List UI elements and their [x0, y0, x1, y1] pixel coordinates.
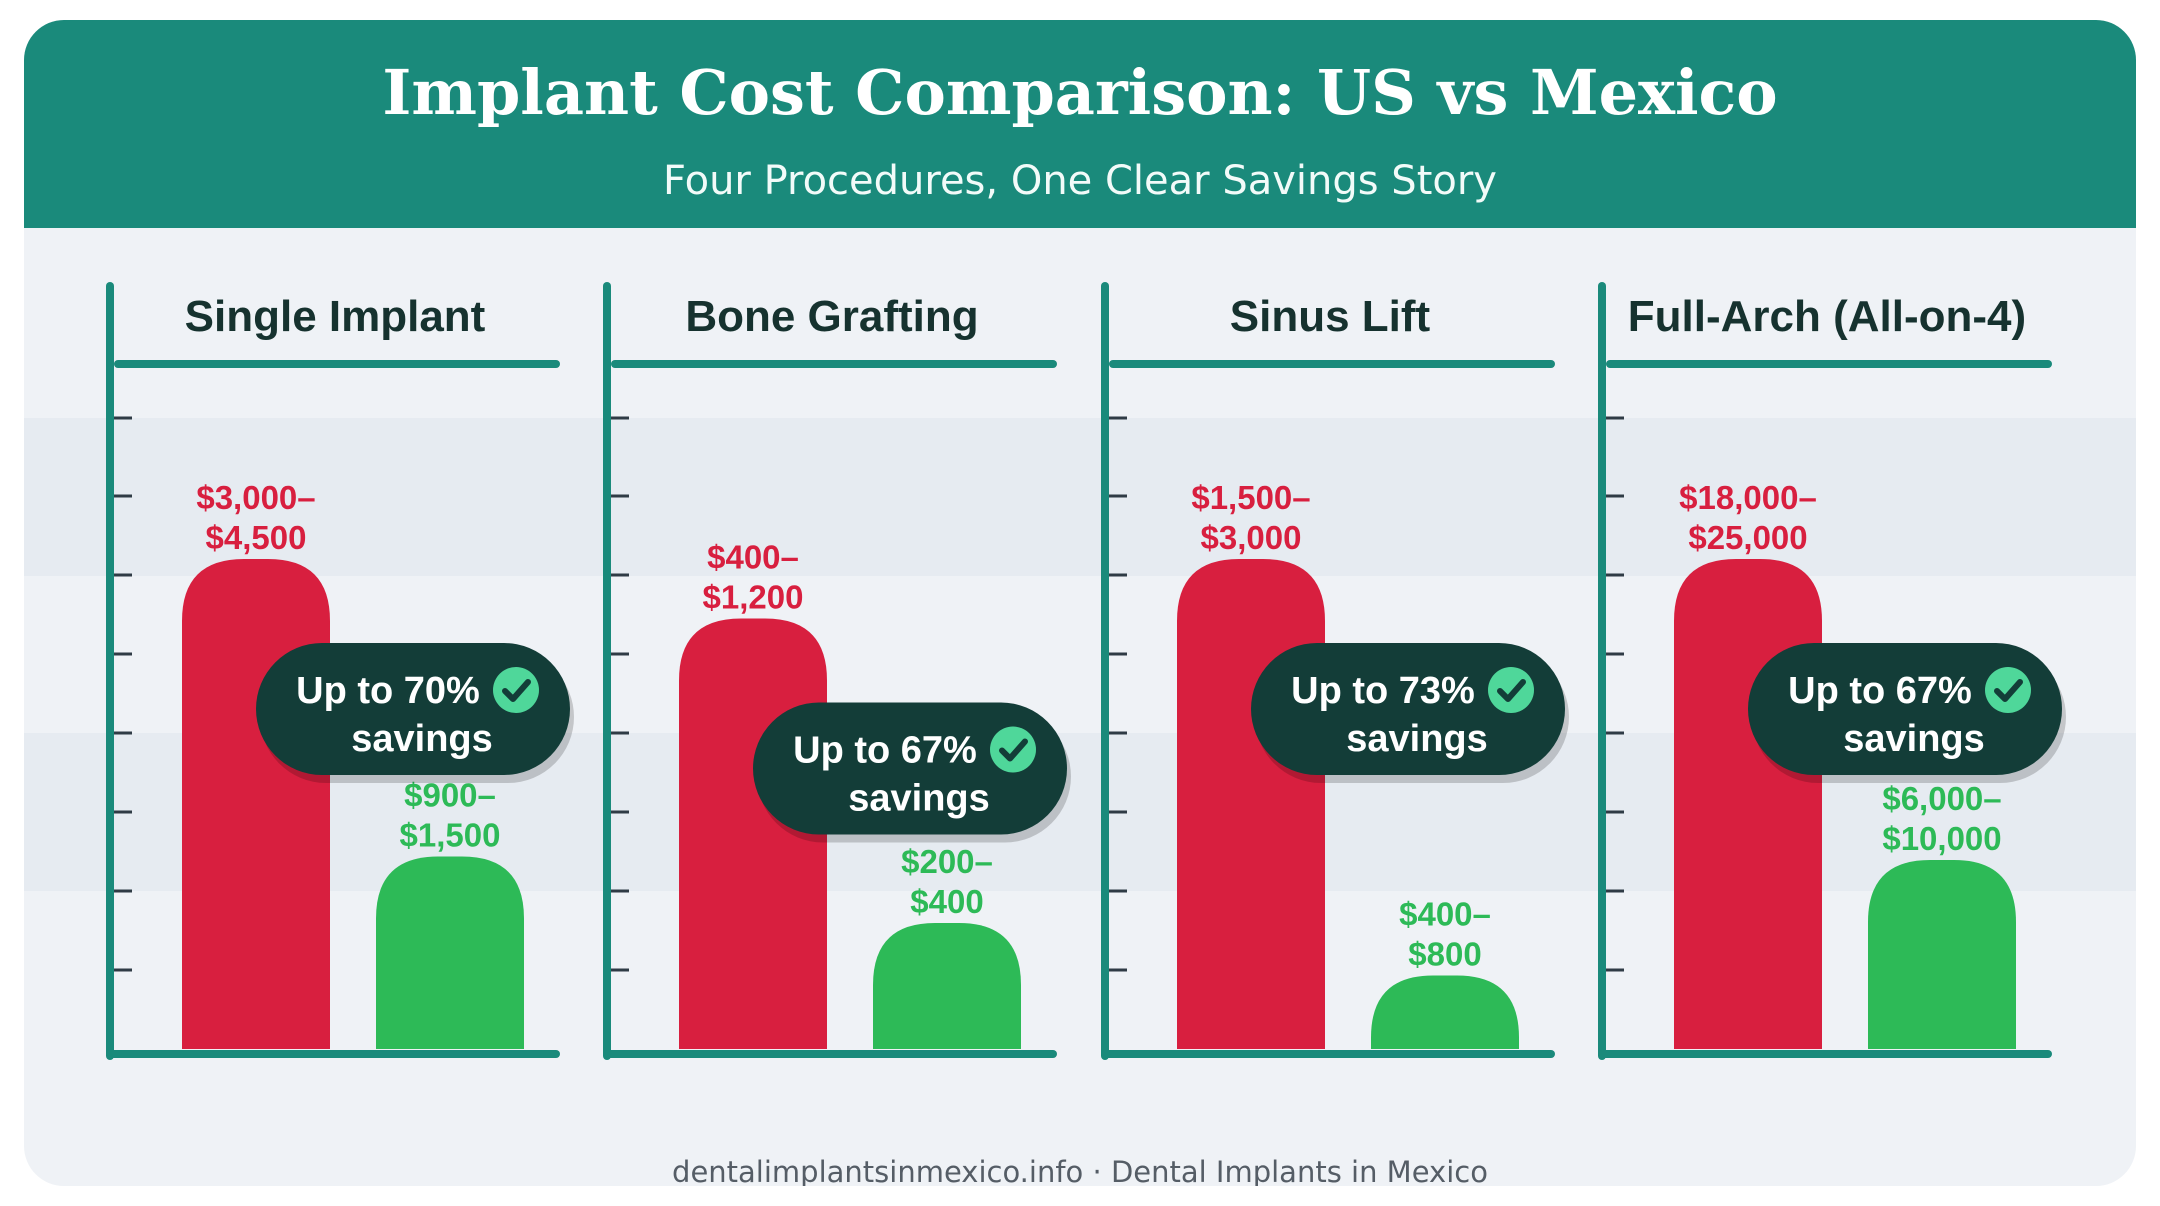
range-label-line: $1,200: [703, 579, 804, 616]
range-label-line: $400–: [707, 539, 799, 576]
range-label-line: $400: [910, 883, 983, 920]
mexico-cost-bar: [376, 856, 524, 1049]
check-mark-icon: [502, 679, 531, 702]
mexico-cost-bar: [1371, 975, 1519, 1049]
us-cost-bar: [1177, 559, 1325, 1049]
mexico-cost-label: $200– $400: [901, 843, 993, 920]
savings-percent-text: Up to 70%: [296, 670, 480, 712]
check-badge-icon: [990, 726, 1036, 773]
savings-word-text: savings: [1346, 718, 1488, 760]
us-cost-bar: [182, 559, 330, 1049]
range-label-line: $800: [1408, 936, 1481, 973]
savings-badge: Up to 67% savings: [753, 702, 1071, 843]
chart-panel: Single Implant$3,000– $4,500$900– $1,500Up…: [106, 282, 574, 1060]
range-label-line: $3,000: [1201, 519, 1302, 556]
range-label-line: $1,500–: [1191, 479, 1310, 516]
range-label-line: $3,000–: [196, 479, 315, 516]
savings-word-text: savings: [351, 718, 493, 760]
range-label-line: $6,000–: [1882, 780, 2001, 817]
savings-word-text: savings: [848, 778, 990, 820]
category-title: Full-Arch (All-on-4): [1628, 292, 2026, 341]
check-badge-icon: [493, 667, 539, 713]
badge-pill: [753, 702, 1067, 835]
category-title: Single Implant: [185, 292, 486, 341]
footer-credit: dentalimplantsinmexico.info · Dental Imp…: [672, 1155, 1488, 1187]
badge-pill: [256, 643, 570, 775]
range-label-line: $18,000–: [1679, 479, 1817, 516]
infographic-card: Implant Cost Comparison: US vs Mexico Fo…: [24, 20, 2136, 1186]
badge-pill: [1251, 643, 1565, 775]
page-subtitle: Four Procedures, One Clear Savings Story: [663, 158, 1497, 204]
range-label-line: $200–: [901, 843, 993, 880]
background-band: [24, 418, 2136, 576]
check-badge-icon: [1985, 667, 2031, 713]
chart-panels: Single Implant$3,000– $4,500$900– $1,500Up…: [24, 282, 2136, 1060]
range-label-line: $1,500: [400, 817, 501, 854]
mexico-cost-label: $6,000– $10,000: [1882, 780, 2001, 857]
savings-badge: Up to 73% savings: [1251, 643, 1569, 783]
savings-percent-text: Up to 67%: [1788, 670, 1972, 712]
us-cost-label: $400– $1,200: [703, 539, 804, 616]
savings-word-text: savings: [1843, 718, 1985, 760]
range-label-line: $900–: [404, 777, 496, 814]
savings-percent-text: Up to 67%: [793, 730, 977, 772]
mexico-cost-bar: [1868, 860, 2016, 1049]
chart-panel: Sinus Lift $1,500– $3,000 $400– $800 Up to 73…: [1101, 282, 1569, 1060]
category-title: Bone Grafting: [685, 292, 978, 341]
savings-badge: Up to 70% savings: [256, 643, 574, 783]
range-label-line: $25,000: [1688, 519, 1807, 556]
badge-pill: [1748, 643, 2062, 775]
header-banner: Implant Cost Comparison: US vs Mexico Fo…: [24, 20, 2136, 228]
category-title: Sinus Lift: [1230, 292, 1431, 341]
range-label-line: $10,000: [1882, 820, 2001, 857]
mexico-cost-bar: [873, 923, 1021, 1049]
range-label-line: $400–: [1399, 896, 1491, 933]
mexico-cost-label: $400– $800: [1399, 896, 1491, 973]
mexico-cost-label: $900– $1,500: [400, 777, 501, 854]
us-cost-bar: [1674, 559, 1822, 1049]
savings-percent-text: Up to 73%: [1291, 670, 1475, 712]
savings-badge: Up to 67% savings: [1748, 643, 2066, 783]
check-mark-icon: [999, 738, 1028, 762]
page-title: Implant Cost Comparison: US vs Mexico: [382, 56, 1778, 129]
check-mark-icon: [1994, 679, 2023, 702]
range-label-line: $4,500: [206, 519, 307, 556]
check-badge-icon: [1488, 667, 1534, 713]
us-cost-label: $18,000– $25,000: [1679, 479, 1817, 556]
chart-panel: Full-Arch (All-on-4) $18,000– $25,000 $6,00…: [1598, 282, 2066, 1060]
check-mark-icon: [1497, 679, 1526, 702]
us-cost-label: $1,500– $3,000: [1191, 479, 1310, 556]
us-cost-label: $3,000– $4,500: [196, 479, 315, 556]
